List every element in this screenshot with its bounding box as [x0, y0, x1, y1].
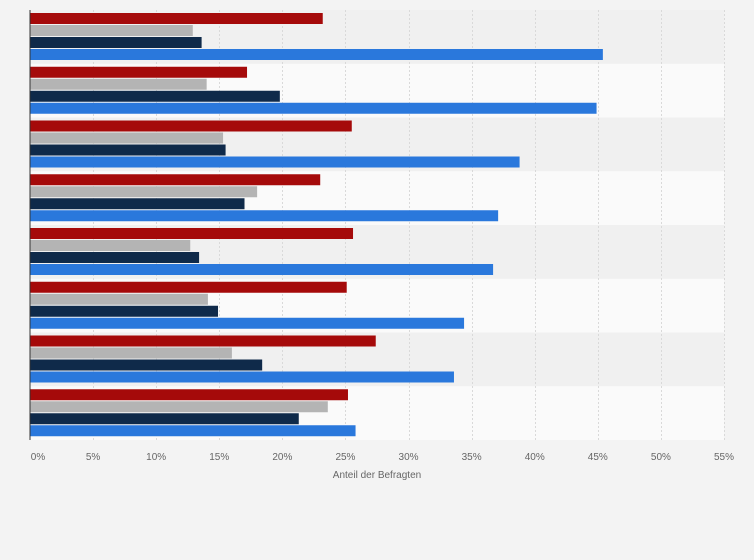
bar	[30, 281, 347, 293]
bar	[30, 198, 245, 210]
bar	[30, 156, 520, 168]
x-tick-label: 30%	[399, 452, 419, 463]
bar	[30, 240, 191, 251]
x-tick-label: 0%	[31, 452, 46, 463]
x-tick-label: 5%	[86, 452, 101, 463]
bar	[30, 359, 263, 371]
x-tick-label: 25%	[335, 452, 355, 463]
bar	[30, 293, 208, 305]
bar	[30, 25, 193, 36]
bars	[30, 13, 603, 437]
x-tick-label: 50%	[651, 452, 671, 463]
bar	[30, 347, 232, 359]
x-tick-label: 55%	[714, 452, 734, 463]
bar	[30, 90, 280, 102]
x-tick-label: 20%	[272, 452, 292, 463]
bar	[30, 335, 376, 347]
bar	[30, 371, 454, 383]
x-tick-label: 40%	[525, 452, 545, 463]
bar	[30, 413, 299, 425]
x-tick-label: 45%	[588, 452, 608, 463]
bar	[30, 210, 499, 222]
bar	[30, 425, 356, 437]
bar	[30, 37, 202, 48]
x-axis-ticks: 0% 5% 10% 15% 20% 25% 30% 35% 40% 45% 50% 55%	[31, 452, 734, 463]
bar	[30, 66, 248, 78]
bar	[30, 305, 219, 317]
bar	[30, 78, 207, 90]
x-tick-label: 15%	[209, 452, 229, 463]
x-tick-label: 10%	[146, 452, 166, 463]
bar	[30, 132, 224, 144]
x-axis-title: Anteil der Befragten	[333, 470, 421, 481]
bar	[30, 102, 597, 114]
bar	[30, 144, 226, 156]
bar	[30, 174, 321, 186]
bar	[30, 186, 258, 198]
bar	[30, 49, 603, 60]
bar	[30, 120, 352, 132]
bar	[30, 401, 328, 413]
x-tick-label: 35%	[462, 452, 482, 463]
bar	[30, 252, 200, 263]
bar	[30, 228, 354, 239]
bar	[30, 13, 323, 24]
bar	[30, 389, 348, 401]
bar	[30, 264, 494, 275]
bar	[30, 317, 465, 329]
